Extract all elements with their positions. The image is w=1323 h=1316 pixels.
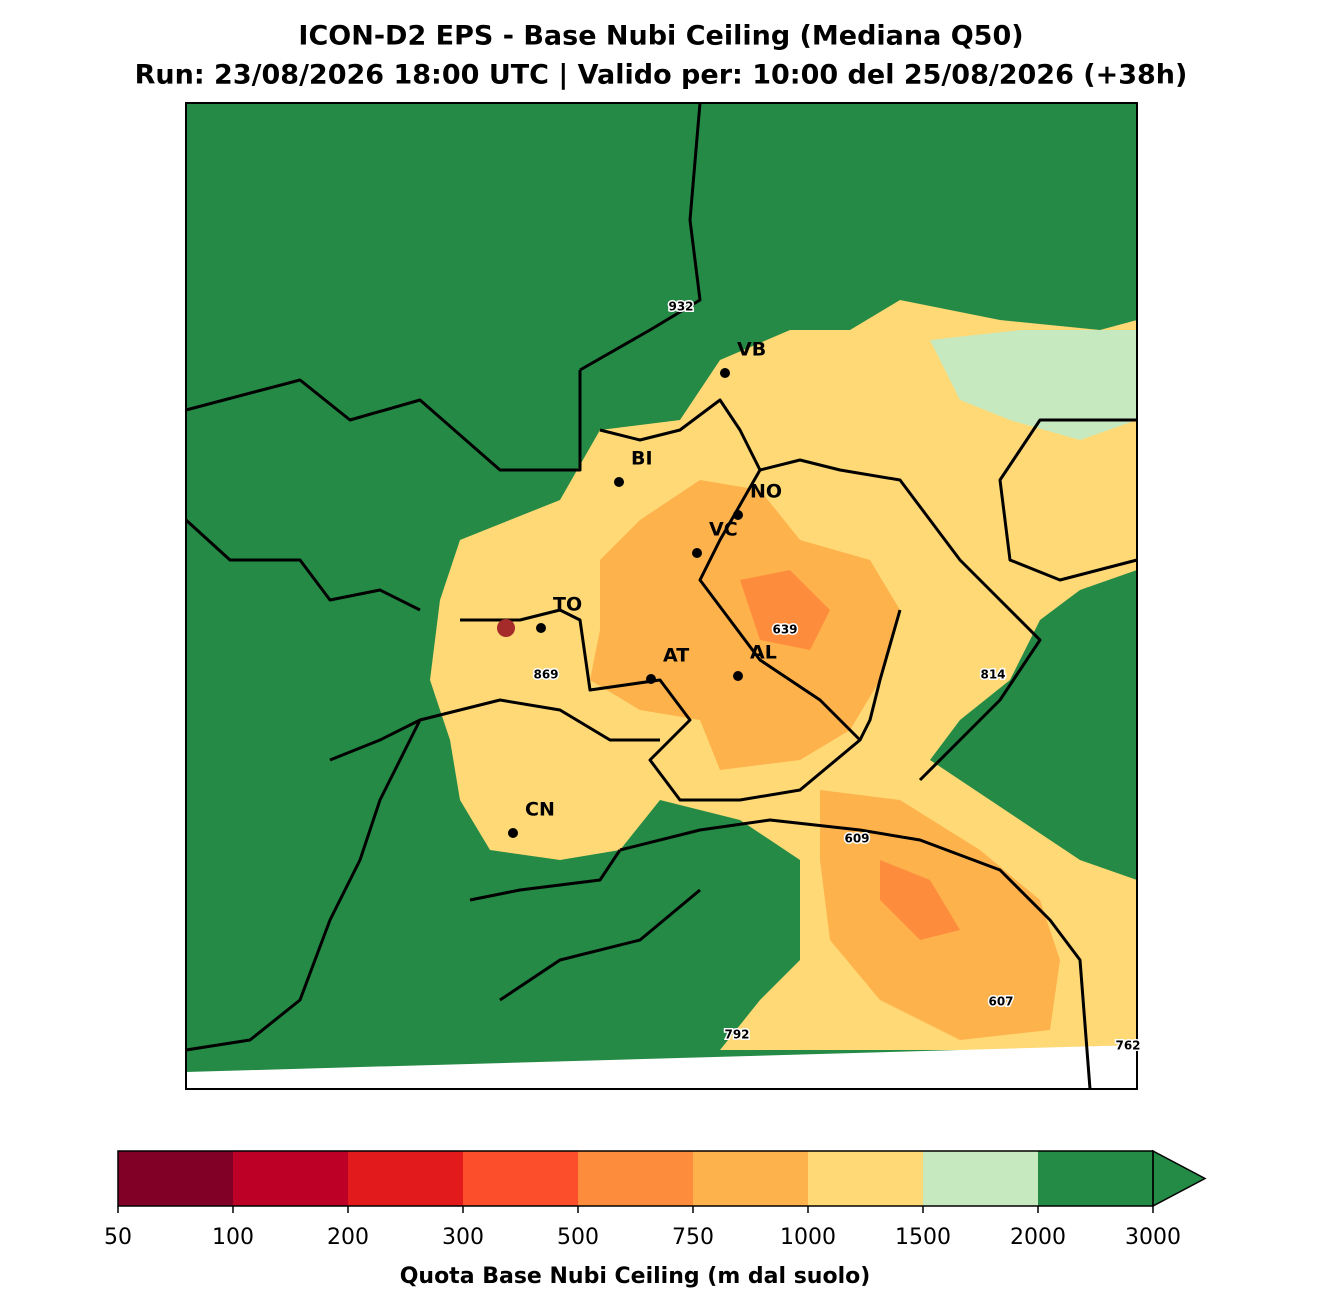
colorbar-bin (233, 1151, 349, 1206)
colorbar-bin (578, 1151, 694, 1206)
city-label: CN (525, 799, 555, 821)
city-dot (508, 828, 518, 838)
border (419, 698, 660, 742)
city-dot (733, 671, 743, 681)
colorbar-tick-label: 50 (104, 1225, 132, 1250)
value-label: 762 (1115, 1039, 1140, 1053)
orange-area (590, 480, 900, 770)
value-label: 639 (772, 623, 797, 637)
city-dot (692, 548, 702, 558)
city-label: VC (709, 519, 738, 541)
city-label: VB (737, 339, 766, 361)
map-frame (185, 102, 1138, 1090)
city-dot (646, 674, 656, 684)
dark-orange-area (880, 860, 960, 940)
location-marker (497, 619, 515, 637)
colorbar-label: Quota Base Nubi Ceiling (m dal suolo) (400, 1264, 871, 1289)
map (184, 102, 1138, 1090)
colorbar-tick-label: 750 (672, 1225, 714, 1250)
value-labels: 932 639 869 814 609 607 792 762 (532, 298, 1142, 1054)
city-dot (720, 368, 730, 378)
border (998, 418, 1138, 582)
value-label: 814 (980, 668, 1005, 682)
city-dot (733, 510, 743, 520)
colorbar-bin (923, 1151, 1039, 1206)
value-label: 609 (844, 832, 869, 846)
title: ICON-D2 EPS - Base Nubi Ceiling (Mediana… (298, 21, 1023, 52)
city-label: BI (631, 448, 653, 470)
colorbar-tick-label: 500 (557, 1225, 599, 1250)
colorbar-tick-label: 300 (442, 1225, 484, 1250)
value-label: 792 (724, 1028, 749, 1042)
colorbar: 50 100 200 300 500 750 1000 1500 2000 3000 (104, 1149, 1207, 1250)
border (619, 818, 1092, 1090)
colorbar-tick-label: 1000 (780, 1225, 836, 1250)
border (579, 102, 702, 372)
colorbar-tick-label: 200 (327, 1225, 369, 1250)
value-label: 932 (668, 300, 693, 314)
city-dot (536, 623, 546, 633)
no-data-area (186, 1045, 1137, 1089)
colorbar-bin (693, 1151, 809, 1206)
colorbar-bin (808, 1151, 924, 1206)
border (469, 849, 701, 1002)
colorbar-extension (1152, 1149, 1207, 1208)
city-label: AT (663, 645, 689, 667)
border (185, 370, 582, 472)
border (858, 609, 902, 741)
colorbar-tick-label: 2000 (1010, 1225, 1066, 1250)
cities: VB BI NO VC TO AT AL CN (508, 339, 782, 838)
colorbar-bin (1038, 1151, 1154, 1206)
colorbar-bin (118, 1151, 234, 1206)
green-area (990, 103, 1137, 880)
border (184, 518, 421, 612)
city-label: AL (750, 642, 777, 664)
subtitle: Run: 23/08/2026 18:00 UTC | Valido per: … (135, 60, 1188, 91)
city-label: TO (553, 594, 582, 616)
colorbar-tick-label: 1500 (895, 1225, 951, 1250)
colorbar-tick-label: 3000 (1125, 1225, 1181, 1250)
dark-orange-area (740, 570, 830, 650)
colorbar-tick-label: 100 (212, 1225, 254, 1250)
value-label: 869 (533, 668, 558, 682)
colorbar-bin (348, 1151, 464, 1206)
colorbar-frame (117, 1150, 1154, 1207)
light-green-area (930, 330, 1137, 440)
border (759, 458, 1042, 782)
city-label: NO (750, 481, 782, 503)
value-label: 607 (988, 995, 1013, 1009)
colorbar-bin (463, 1151, 579, 1206)
city-dot (614, 477, 624, 487)
border (185, 718, 422, 1052)
